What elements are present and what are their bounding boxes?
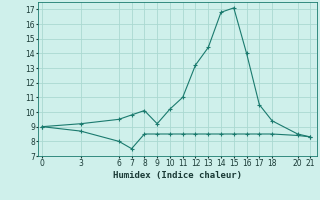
X-axis label: Humidex (Indice chaleur): Humidex (Indice chaleur) [113, 171, 242, 180]
